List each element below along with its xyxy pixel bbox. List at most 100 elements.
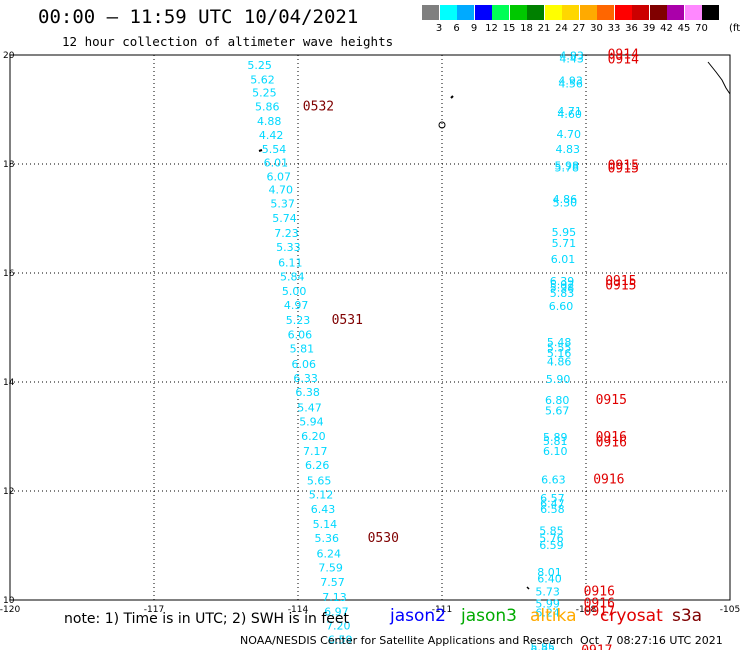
- wave-height-value: 4.88: [257, 115, 282, 128]
- wave-height-value: 7.20: [326, 619, 351, 632]
- credit-text: NOAA/NESDIS Center for Satellite Applica…: [240, 634, 574, 647]
- wave-height-value: 6.40: [537, 573, 562, 586]
- color-swatch: [579, 5, 597, 20]
- wave-height-value: 6.43: [311, 503, 336, 516]
- color-scale-label: 33: [607, 23, 621, 34]
- wave-height-value: 5.37: [270, 198, 295, 211]
- wave-height-value: 6.57: [540, 492, 565, 505]
- wave-height-value: 6.06: [288, 328, 313, 341]
- wave-height-value: 5.65: [307, 474, 332, 487]
- color-swatch: [597, 5, 614, 20]
- wave-height-value: 6.24: [316, 547, 341, 560]
- y-tick-label: 18: [3, 160, 15, 170]
- wave-height-value: 6.58: [540, 503, 565, 516]
- wave-height-value: 5.94: [299, 416, 324, 429]
- color-swatch: [562, 5, 579, 20]
- pass-time-label: 0915: [605, 274, 636, 289]
- wave-height-value: 5.89: [543, 431, 568, 444]
- wave-height-value: 6.59: [328, 634, 353, 647]
- island-mark: [438, 121, 446, 129]
- color-swatch: [509, 5, 527, 20]
- wave-height-value: 4.70: [268, 183, 293, 196]
- y-tick-label: 16: [3, 269, 15, 279]
- wave-height-value: 6.33: [293, 372, 318, 385]
- pass-time-label: 0916: [593, 472, 624, 487]
- wave-height-value: 5.30: [553, 197, 578, 210]
- wave-height-value: 6.07: [267, 170, 292, 183]
- wave-height-value: 6.35: [531, 643, 556, 650]
- wave-height-value: 4.43: [559, 53, 584, 66]
- wave-height-value: 5.81: [290, 343, 315, 356]
- y-tick-label: 14: [3, 378, 15, 388]
- island-mark: [526, 586, 530, 590]
- color-scale-label: 36: [625, 23, 638, 34]
- coastline-mark: [707, 61, 731, 95]
- x-tick-label: -111: [432, 605, 452, 615]
- color-swatch: [422, 5, 439, 20]
- legend-item-s3a: s3a: [672, 606, 703, 626]
- pass-time-label: 0916: [596, 435, 627, 450]
- wave-height-value: 5.54: [262, 143, 287, 156]
- pass-time-label: 0914: [608, 53, 639, 68]
- pass-time-label: 0917: [584, 604, 615, 619]
- pass-time-label: 0915: [596, 393, 627, 408]
- wave-height-value: 5.84: [280, 271, 305, 284]
- wave-height-value: 6.60: [549, 300, 574, 313]
- pass-time-label: 0915: [605, 278, 636, 293]
- wave-height-value: 4.86: [547, 356, 572, 369]
- wave-height-value: 5.47: [297, 401, 322, 414]
- wave-height-value: 6.06: [292, 358, 317, 371]
- wave-height-value: 5.85: [539, 525, 564, 538]
- footer-note: note: 1) Time is in UTC; 2) SWH is in fe…: [64, 611, 350, 627]
- y-tick-label: 12: [3, 487, 14, 497]
- wave-height-value: 5.25: [247, 59, 272, 72]
- pass-time-label: 0916: [584, 597, 615, 612]
- legend-item-jason3: jason3: [461, 606, 517, 626]
- wave-height-value: 5.95: [552, 226, 577, 239]
- pass-time-label: 0916: [584, 585, 615, 600]
- wave-height-value: 6.39: [550, 275, 575, 288]
- wave-height-value: 5.16: [547, 347, 572, 360]
- wave-height-value: 5.74: [272, 212, 297, 225]
- y-tick-label: 10: [3, 596, 15, 606]
- wave-height-value: 4.83: [556, 143, 581, 156]
- color-scale-label: 42: [660, 23, 673, 34]
- wave-height-value: 5.36: [315, 532, 340, 545]
- pass-time-label: 0915: [608, 162, 639, 177]
- pass-time-label: 0532: [303, 100, 334, 115]
- wave-height-value: 5.92: [550, 278, 575, 291]
- wave-height-value: 6.26: [305, 459, 330, 472]
- wave-height-value: 4.70: [556, 128, 581, 141]
- color-swatch: [649, 5, 667, 20]
- color-swatch: [457, 5, 474, 20]
- wave-height-value: 5.81: [543, 435, 568, 448]
- color-scale-label: 12: [485, 23, 498, 34]
- wave-height-value: 6.20: [301, 430, 326, 443]
- color-scale-label: 15: [502, 23, 516, 34]
- wave-height-value: 7.13: [322, 591, 347, 604]
- wave-height-value: 4.42: [259, 129, 284, 142]
- color-swatch: [684, 5, 702, 20]
- color-swatch: [632, 5, 649, 20]
- color-scale-label: 70: [695, 23, 708, 34]
- pass-time-label: 0917: [581, 644, 612, 650]
- x-tick-label: -117: [144, 605, 164, 615]
- legend-item-jason2: jason2: [390, 606, 446, 626]
- generated-timestamp: Oct 7 08:27:16 UTC 2021: [580, 634, 723, 647]
- wave-height-value: 6.59: [539, 539, 564, 552]
- y-tick-label: 20: [3, 51, 15, 61]
- color-scale-label: 6: [453, 23, 460, 34]
- wave-height-value: 8.01: [537, 566, 562, 579]
- island-mark: [258, 149, 263, 152]
- wave-height-value: 6.80: [545, 394, 570, 407]
- wave-height-value: 4.97: [284, 299, 309, 312]
- wave-height-value: 4.86: [553, 193, 578, 206]
- wave-height-value: 5.98: [555, 159, 580, 172]
- x-tick-label: -108: [576, 605, 597, 615]
- wave-height-value: 6.47: [540, 497, 565, 510]
- wave-height-value: 4.71: [557, 105, 582, 118]
- wave-height-value: 7.17: [303, 445, 328, 458]
- color-scale-label: 21: [537, 23, 551, 34]
- wave-height-value: 5.90: [546, 373, 571, 386]
